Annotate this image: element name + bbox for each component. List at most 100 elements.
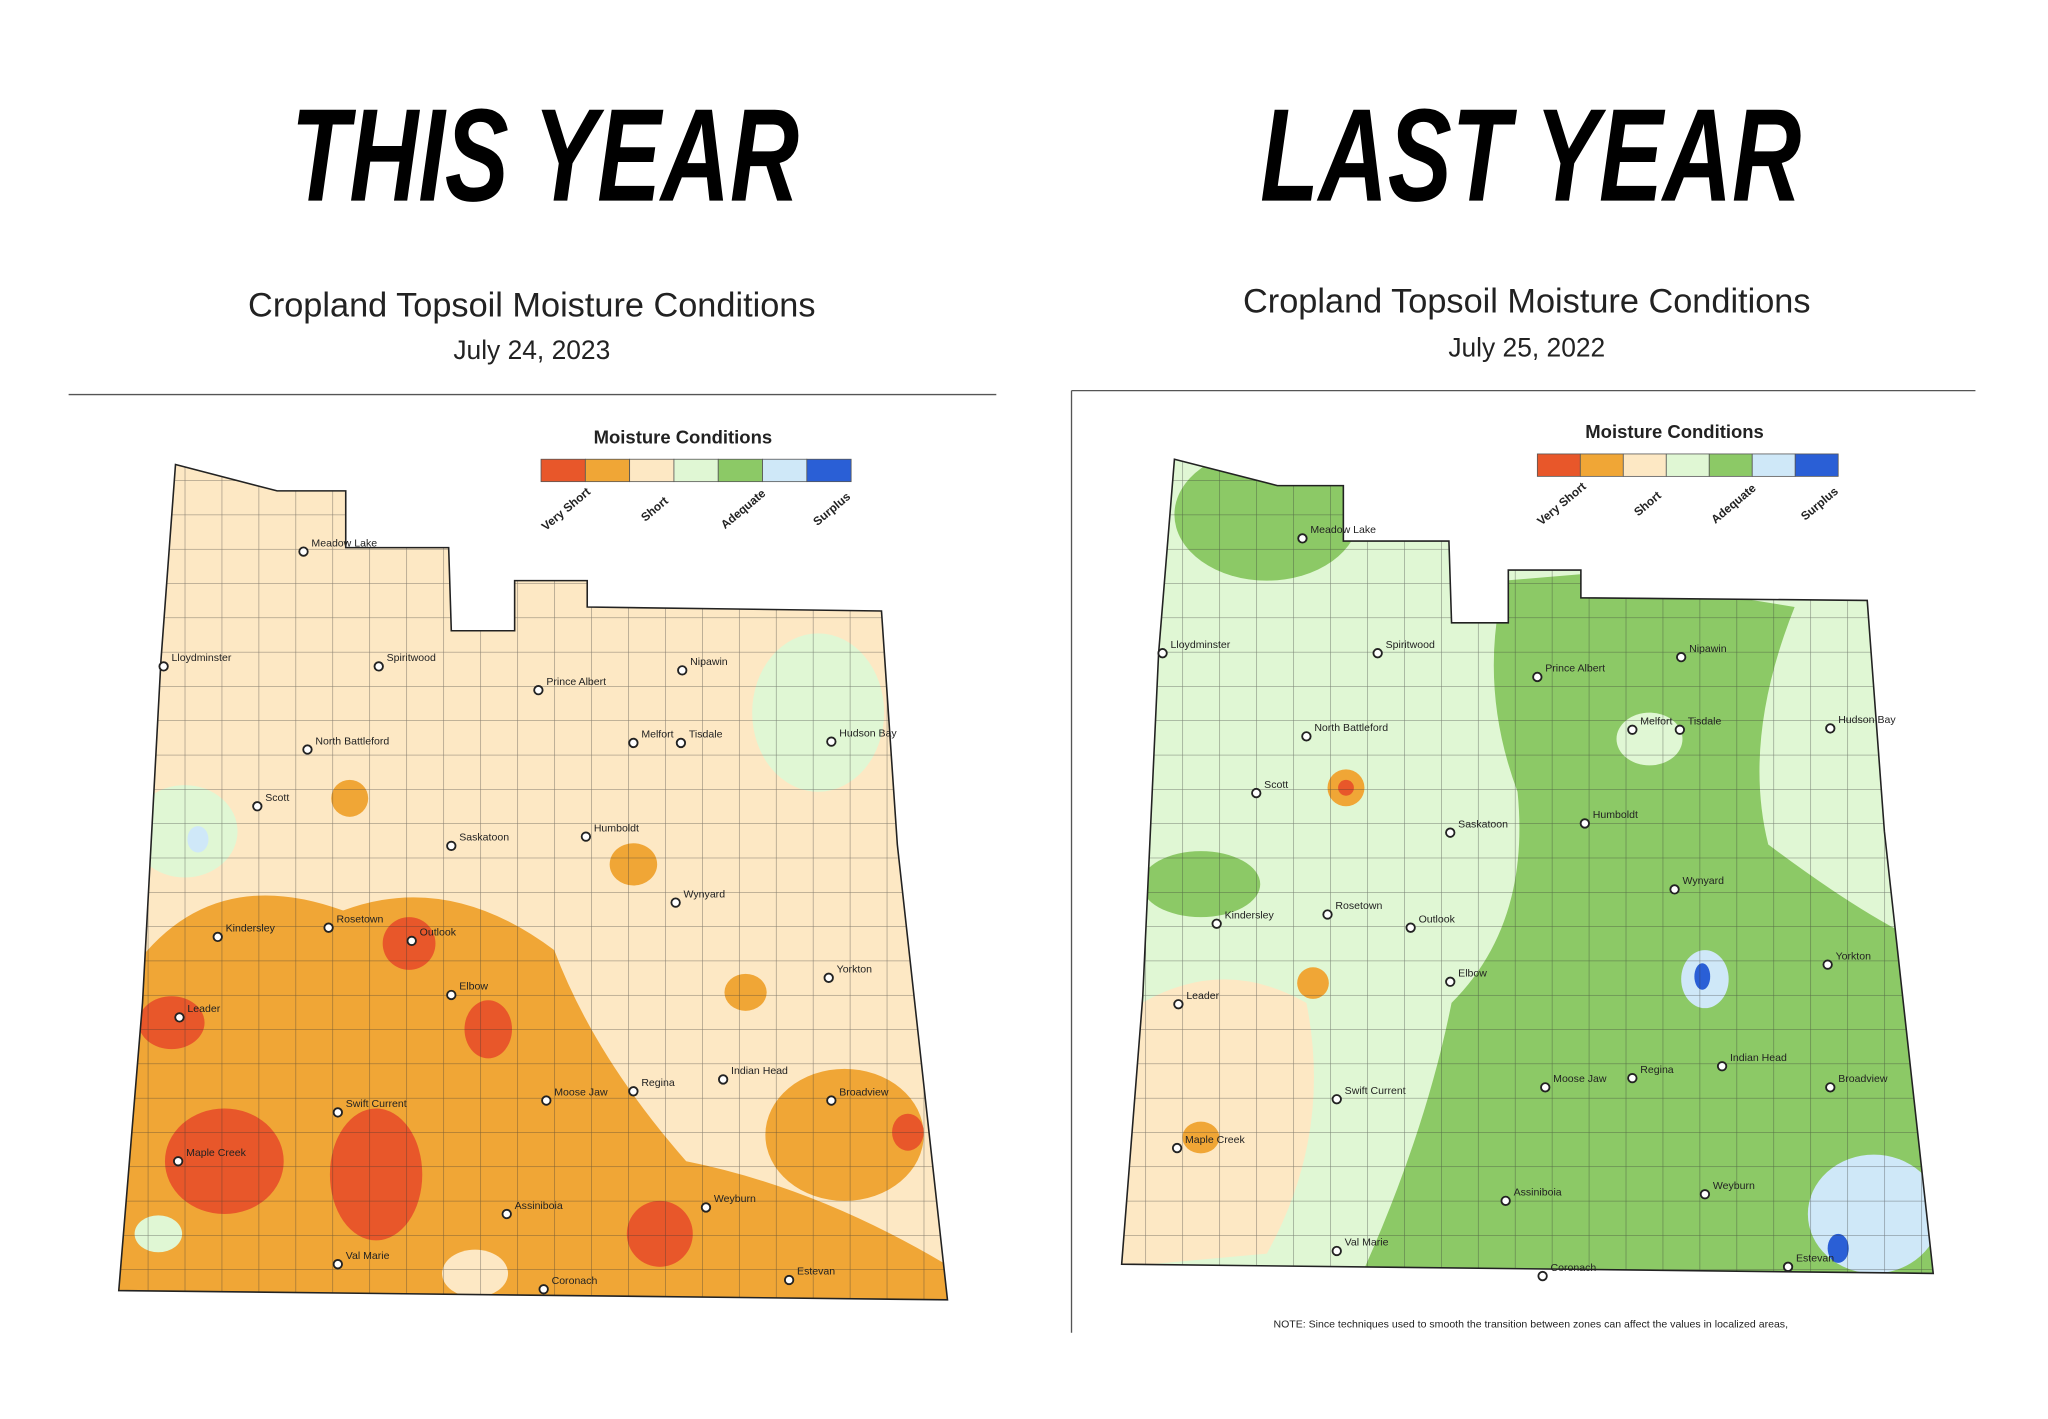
legend-swatch: [1751, 453, 1796, 477]
city-dot: [717, 1074, 729, 1085]
city-label: Indian Head: [731, 1065, 788, 1077]
city-dot: [1716, 1061, 1728, 1072]
city-label: Estevan: [797, 1266, 835, 1278]
note: NOTE: Since techniques used to smooth th…: [1273, 1319, 1788, 1331]
city-dot: [1372, 648, 1383, 659]
city-dot: [1822, 959, 1833, 970]
city-dot: [1674, 724, 1685, 735]
legend-swatch: [1665, 453, 1710, 477]
city-dot: [1500, 1195, 1511, 1206]
city-dot: [541, 1095, 552, 1106]
city-dot: [212, 931, 223, 943]
city-dot: [332, 1107, 343, 1118]
city-label: Spiritwood: [387, 652, 436, 664]
city-label: Spiritwood: [1386, 639, 1435, 651]
legend-label: Adequate: [718, 486, 769, 532]
legend-swatch: [1708, 453, 1753, 477]
city-label: Wynyard: [684, 888, 726, 900]
city-dot: [1331, 1245, 1342, 1257]
map-date: July 24, 2023: [453, 335, 610, 365]
city-label: Assiniboia: [515, 1200, 563, 1212]
city-label: Nipawin: [1689, 643, 1727, 655]
legend-swatch: [1579, 453, 1624, 477]
city-label: Elbow: [459, 981, 488, 993]
legend-swatch: [673, 458, 719, 483]
city-label: Assiniboia: [1514, 1187, 1562, 1199]
legend-label: Adequate: [1708, 481, 1759, 527]
city-label: Prince Albert: [1545, 663, 1605, 675]
legend-title: Moisture Conditions: [594, 426, 773, 447]
city-label: Lloydminster: [172, 652, 232, 664]
legend-label: Very Short: [539, 484, 593, 533]
city-label: Moose Jaw: [554, 1086, 608, 1098]
city-dot: [1297, 533, 1308, 544]
heading: THIS YEAR: [291, 82, 799, 229]
city-dot: [1157, 648, 1168, 659]
legend-label: Very Short: [1534, 479, 1588, 528]
heading: LAST YEAR: [1260, 82, 1801, 229]
city-label: Prince Albert: [546, 676, 606, 688]
city-label: Hudson Bay: [1838, 714, 1896, 726]
city-dot: [675, 737, 687, 749]
city-dot: [1445, 976, 1456, 987]
city-label: Regina: [1640, 1064, 1674, 1076]
city-label: Maple Creek: [186, 1147, 247, 1159]
city-dot: [1627, 724, 1638, 735]
city-label: Yorkton: [837, 964, 873, 976]
city-dot: [1540, 1082, 1551, 1093]
city-dot: [174, 1012, 185, 1023]
city-dot: [1173, 999, 1184, 1010]
city-label: Meadow Lake: [1310, 524, 1376, 536]
city-dot: [1532, 671, 1543, 683]
city-dot: [700, 1202, 712, 1213]
city-label: Coronach: [1551, 1262, 1597, 1274]
city-dot: [332, 1259, 343, 1270]
city-dot: [302, 744, 313, 755]
city-dot: [252, 801, 263, 812]
city-dot: [1331, 1094, 1342, 1105]
map-title: Cropland Topsoil Moisture Conditions: [248, 287, 815, 325]
city-dot: [533, 685, 544, 696]
city-label: Tisdale: [1688, 715, 1722, 727]
city-dot: [670, 897, 681, 908]
city-label: Tisdale: [689, 729, 723, 741]
city-dot: [298, 546, 309, 557]
legend-title: Moisture Conditions: [1585, 421, 1764, 442]
city-label: Kindersley: [1225, 909, 1275, 921]
city-label: Humboldt: [594, 822, 639, 834]
city-dot: [1825, 723, 1836, 734]
city-dot: [1782, 1261, 1794, 1272]
city-label: Melfort: [1640, 715, 1672, 727]
legend-swatch: [806, 458, 852, 483]
city-label: Leader: [187, 1003, 220, 1015]
city-label: North Battleford: [1314, 722, 1388, 734]
city-dot: [406, 935, 417, 947]
city-dot: [1627, 1072, 1638, 1084]
city-label: Moose Jaw: [1553, 1073, 1607, 1085]
city-dot: [172, 1156, 184, 1167]
city-dot: [826, 736, 837, 747]
city-dot: [1445, 827, 1456, 838]
city-dot: [628, 737, 639, 749]
city-dot: [538, 1284, 549, 1295]
city-label: Rosetown: [1335, 900, 1382, 912]
city-label: Saskatoon: [1458, 818, 1508, 830]
legend-swatch: [1794, 453, 1839, 477]
city-dot: [1825, 1082, 1836, 1093]
map-last-year: [1121, 459, 1934, 1274]
map-date: July 25, 2022: [1448, 332, 1605, 362]
city-dot: [158, 661, 169, 672]
city-label: Elbow: [1458, 968, 1487, 980]
city-dot: [580, 831, 592, 842]
city-label: Melfort: [641, 729, 673, 741]
legend-label: Short: [1631, 488, 1664, 519]
city-label: Scott: [265, 792, 289, 804]
city-dot: [1537, 1270, 1548, 1282]
city-label: North Battleford: [315, 735, 389, 747]
city-label: Hudson Bay: [839, 727, 897, 739]
city-label: Regina: [641, 1077, 675, 1089]
city-label: Saskatoon: [459, 832, 509, 844]
city-dot: [826, 1095, 837, 1106]
city-dot: [501, 1208, 512, 1220]
city-dot: [1405, 922, 1416, 933]
